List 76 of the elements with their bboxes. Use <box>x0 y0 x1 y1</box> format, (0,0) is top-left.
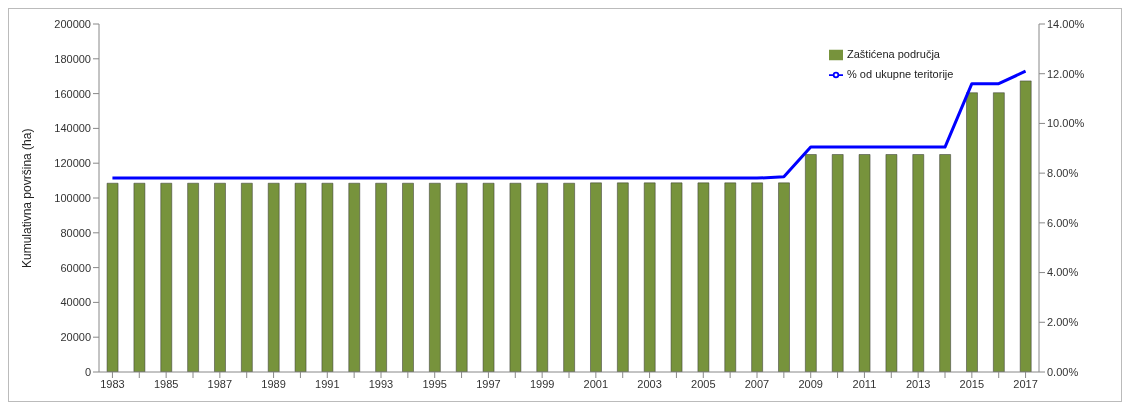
x-tick-label: 2001 <box>583 377 609 390</box>
y-tick-label: 40000 <box>60 296 91 309</box>
bar <box>805 154 817 372</box>
y-tick-label: 100000 <box>54 191 91 204</box>
bar <box>455 182 468 372</box>
y2-tick-label: 14.00% <box>1047 17 1085 30</box>
x-tick-label: 1999 <box>529 377 555 390</box>
y-tick-label: 180000 <box>54 52 91 65</box>
x-tick-label: 2013 <box>905 377 931 390</box>
legend-label: Zaštićena područja <box>847 48 940 60</box>
bar <box>160 182 173 372</box>
bar <box>966 92 978 372</box>
bar <box>536 182 549 372</box>
bar <box>617 182 629 372</box>
bar <box>348 182 361 372</box>
y-axis-title: Kumulativna površina (ha) <box>20 128 35 268</box>
bar <box>321 182 334 372</box>
y2-tick-label: 10.00% <box>1047 117 1085 130</box>
bar <box>724 182 737 372</box>
y-tick-label: 20000 <box>60 331 91 344</box>
y2-tick-label: 2.00% <box>1047 316 1079 329</box>
y2-tick-label: 6.00% <box>1047 216 1079 229</box>
x-tick-label: 2003 <box>637 377 662 390</box>
bar <box>751 182 763 372</box>
x-tick-label: 2009 <box>798 377 823 390</box>
x-tick-label: 1991 <box>315 377 340 390</box>
x-tick-label: 1995 <box>422 377 447 390</box>
x-tick-label: 2011 <box>852 377 877 390</box>
bar <box>858 154 871 372</box>
y-tick-label: 120000 <box>54 157 91 170</box>
bar <box>563 182 575 372</box>
bar <box>643 182 656 372</box>
y-tick-label: 0 <box>84 365 91 378</box>
bar <box>993 92 1005 372</box>
bar <box>590 182 602 372</box>
bar <box>939 154 951 372</box>
bar <box>697 182 710 372</box>
bar <box>375 182 387 372</box>
x-tick-label: 1987 <box>207 377 233 390</box>
y-tick-label: 80000 <box>60 226 91 239</box>
bar <box>267 182 280 372</box>
bar <box>133 182 146 372</box>
bar <box>294 182 307 372</box>
bar <box>241 182 253 372</box>
x-tick-label: 1993 <box>368 377 394 390</box>
bar <box>831 154 844 372</box>
line-series <box>110 69 1028 180</box>
y2-tick-label: 8.00% <box>1047 167 1079 180</box>
bar <box>187 182 199 372</box>
legend-label: % od ukupne teritorije <box>847 68 954 80</box>
y-tick-label: 160000 <box>54 87 91 100</box>
y2-tick-label: 0.00% <box>1047 365 1079 378</box>
bar <box>885 154 898 372</box>
y2-tick-label: 12.00% <box>1047 67 1085 80</box>
bar <box>912 154 925 372</box>
x-tick-label: 1985 <box>153 377 179 390</box>
bar <box>778 182 790 372</box>
bar <box>429 182 441 372</box>
bar <box>106 182 119 372</box>
x-tick-label: 2007 <box>744 377 770 390</box>
y-tick-label: 200000 <box>54 17 91 30</box>
bar <box>670 182 683 372</box>
y-tick-label: 60000 <box>60 261 91 274</box>
y2-tick-label: 4.00% <box>1047 266 1079 279</box>
x-tick-label: 1997 <box>476 377 501 390</box>
y-tick-label: 140000 <box>54 122 91 135</box>
x-tick-label: 2015 <box>959 377 985 390</box>
x-tick-label: 1983 <box>100 377 125 390</box>
bar <box>509 182 522 372</box>
bar <box>214 182 226 372</box>
bar <box>482 182 495 372</box>
x-tick-label: 2005 <box>691 377 716 390</box>
x-tick-label: 2017 <box>1013 377 1038 390</box>
bar <box>402 182 414 372</box>
x-tick-label: 1989 <box>261 377 286 390</box>
bar <box>1019 80 1032 372</box>
